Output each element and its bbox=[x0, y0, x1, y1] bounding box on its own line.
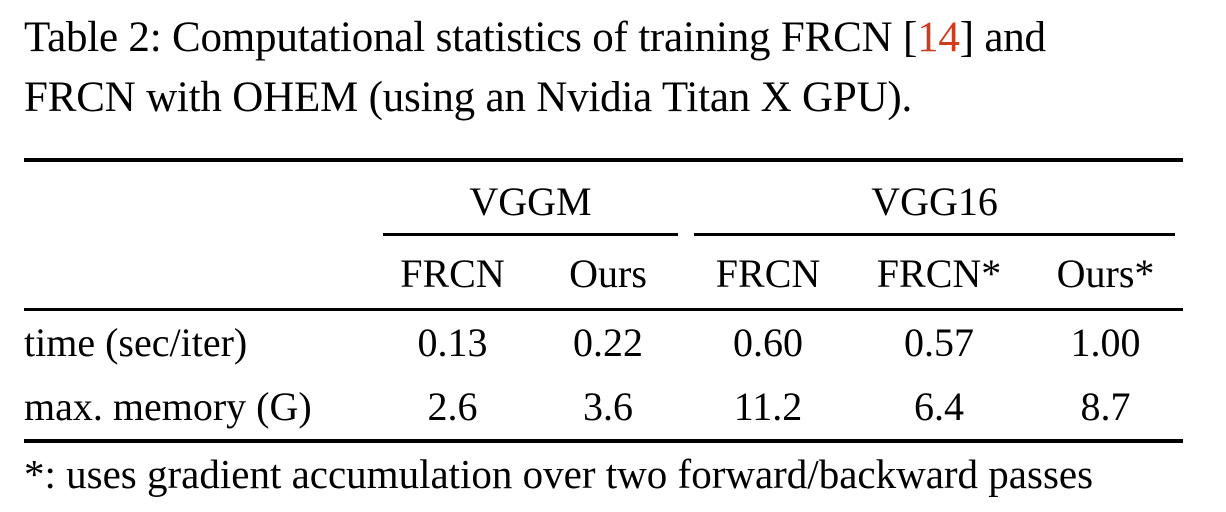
cell-time-frcn-vgg16: 0.60 bbox=[733, 320, 804, 365]
table-caption: Table 2: Computational statistics of tra… bbox=[24, 8, 1186, 128]
row-label-time: time (sec/iter) bbox=[24, 320, 248, 365]
column-header-row: FRCN Ours FRCN FRCN* Ours* bbox=[24, 236, 1184, 310]
group-header-row: VGGM VGG16 bbox=[24, 160, 1183, 236]
computational-stats-table: VGGM VGG16 FRCN Ours FRCN FRCN* Ours* ti… bbox=[24, 158, 1184, 443]
cell-memory-ours-vggm: 3.6 bbox=[583, 384, 633, 429]
table-row-time: time (sec/iter) 0.13 0.22 0.60 0.57 1.00 bbox=[24, 310, 1183, 376]
paper-page: Table 2: Computational statistics of tra… bbox=[24, 8, 1186, 497]
caption-text-after-cite: ] and bbox=[959, 14, 1046, 61]
column-header-frcn-vgg16: FRCN bbox=[715, 251, 821, 296]
table-footnote: *: uses gradient accumulation over two f… bbox=[24, 451, 1094, 497]
cell-memory-frcn-star-vgg16: 6.4 bbox=[914, 384, 965, 429]
column-header-ours-star-vgg16: Ours* bbox=[1056, 251, 1155, 296]
stub-header bbox=[24, 236, 375, 310]
column-header-ours-vggm: Ours bbox=[569, 251, 647, 296]
stub-cell-empty bbox=[24, 160, 375, 236]
group-header-vggm: VGGM bbox=[375, 160, 686, 236]
table-row-memory: max. memory (G) 2.6 3.6 11.2 6.4 8.7 bbox=[24, 375, 1183, 441]
cell-time-ours-star-vgg16: 1.00 bbox=[1070, 320, 1141, 365]
cell-time-frcn-vggm: 0.13 bbox=[417, 320, 488, 365]
row-label-memory: max. memory (G) bbox=[24, 384, 312, 429]
group-label-vggm: VGGM bbox=[383, 162, 679, 236]
cell-memory-ours-star-vgg16: 8.7 bbox=[1080, 384, 1131, 429]
column-header-frcn-star-vgg16: FRCN* bbox=[876, 251, 1002, 296]
citation-link-14[interactable]: 14 bbox=[917, 14, 960, 61]
caption-line2: FRCN with OHEM (using an Nvidia Titan X … bbox=[24, 74, 913, 121]
group-label-vgg16: VGG16 bbox=[694, 162, 1176, 236]
column-header-frcn-vggm: FRCN bbox=[400, 251, 505, 296]
cell-memory-frcn-vggm: 2.6 bbox=[427, 384, 478, 429]
group-header-vgg16: VGG16 bbox=[686, 160, 1183, 236]
caption-line1: Table 2: Computational statistics of tra… bbox=[24, 14, 1046, 61]
cell-memory-frcn-vgg16: 11.2 bbox=[733, 384, 803, 429]
caption-text-before-cite: Table 2: Computational statistics of tra… bbox=[24, 14, 918, 61]
cell-time-frcn-star-vgg16: 0.57 bbox=[904, 320, 975, 365]
cell-time-ours-vggm: 0.22 bbox=[573, 320, 643, 365]
